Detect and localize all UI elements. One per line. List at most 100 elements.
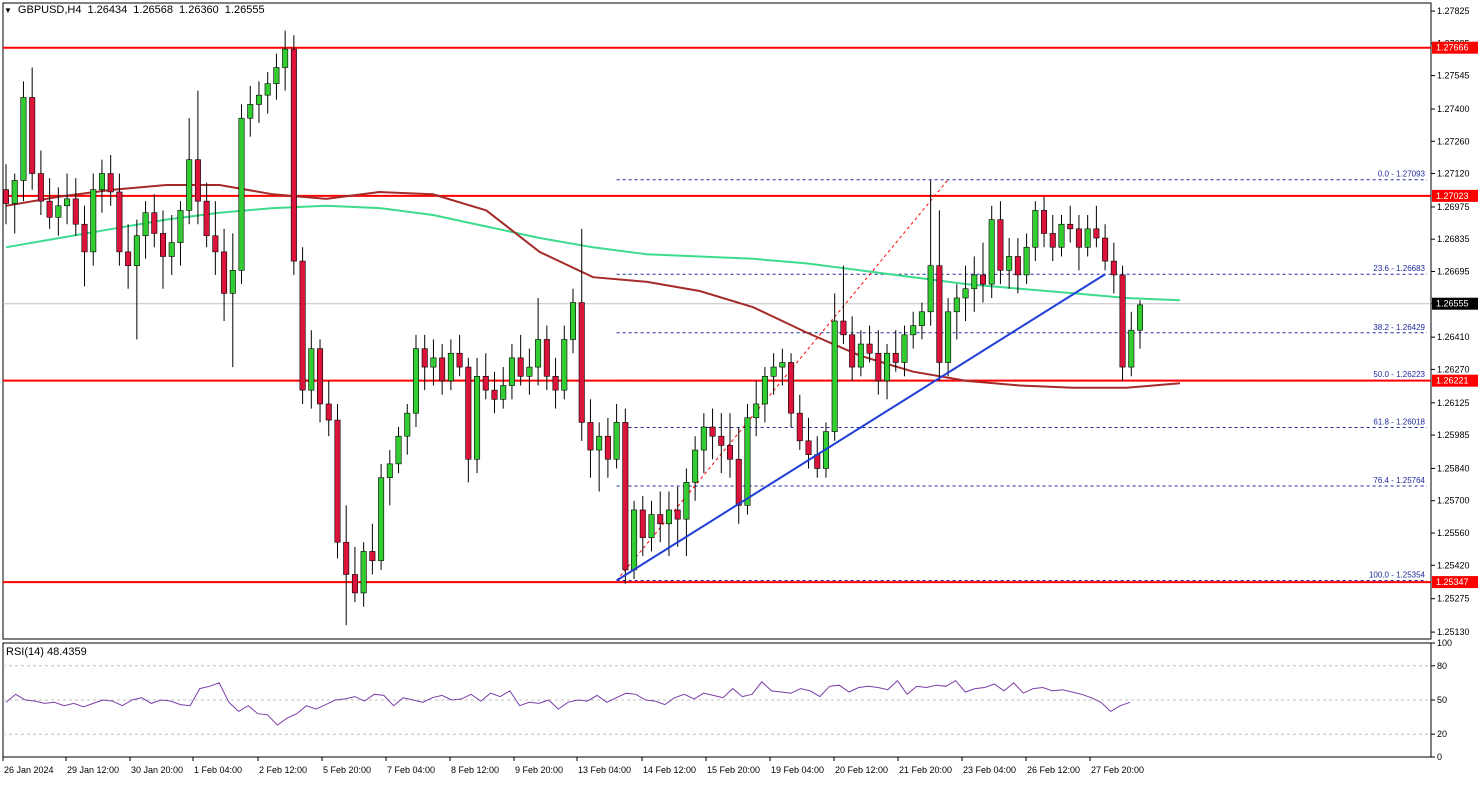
- candle-body: [465, 366, 472, 460]
- candle-body: [857, 343, 864, 368]
- candle-body: [535, 339, 542, 368]
- candle-body: [1136, 304, 1144, 331]
- candle-body: [718, 435, 725, 446]
- candle-body: [1102, 237, 1109, 262]
- candle-body: [456, 352, 463, 368]
- candle-body: [892, 352, 899, 363]
- candle-body: [1032, 210, 1039, 248]
- candle-body: [796, 412, 803, 442]
- candle-body: [665, 509, 672, 525]
- candle-body: [343, 541, 350, 575]
- candle-body: [29, 97, 36, 174]
- candle-body: [945, 311, 952, 363]
- candle-body: [395, 435, 402, 465]
- time-axis-label: 27 Feb 20:00: [1091, 765, 1144, 775]
- candle-body: [308, 348, 315, 391]
- candle-body: [683, 482, 690, 520]
- candle-body: [631, 509, 638, 571]
- price-axis-label: 1.27400: [1437, 104, 1470, 114]
- candle-body: [596, 435, 603, 451]
- candle-body: [369, 551, 376, 561]
- candle-body: [1023, 246, 1030, 276]
- candle-body: [613, 422, 620, 460]
- horizontal-level-tag: [1432, 576, 1478, 589]
- fib-level-label: 76.4 - 1.25764: [1373, 476, 1425, 485]
- time-axis-label: 19 Feb 04:00: [771, 765, 824, 775]
- candle-body: [186, 159, 193, 211]
- candle-body: [988, 219, 995, 285]
- candle-body: [290, 48, 297, 262]
- candle-body: [55, 205, 62, 218]
- price-axis-label: 1.25840: [1437, 463, 1470, 473]
- candle-body: [875, 352, 882, 382]
- candle-body: [264, 83, 271, 96]
- price-panel-frame: [2, 2, 1432, 640]
- collapse-caret-icon[interactable]: ▼: [4, 5, 12, 15]
- candle-body: [770, 366, 777, 377]
- open-value: 1.26434: [87, 4, 128, 16]
- candle-body: [1006, 256, 1013, 271]
- candle-body: [2, 189, 10, 204]
- candle-body: [831, 320, 838, 432]
- candle-body: [1067, 223, 1074, 230]
- time-axis-label: 14 Feb 12:00: [643, 765, 696, 775]
- candle-body: [840, 320, 847, 336]
- candle-body: [700, 426, 707, 451]
- horizontal-level-label: 1.27666: [1436, 43, 1469, 53]
- candle-body: [526, 366, 533, 377]
- horizontal-level-tag: [1432, 189, 1478, 202]
- candle-body: [727, 445, 734, 460]
- candle-body: [508, 357, 515, 386]
- time-axis-label: 20 Feb 12:00: [835, 765, 888, 775]
- price-axis-label: 1.26410: [1437, 332, 1470, 342]
- moving-average-fast: [5, 204, 1181, 302]
- candle-body: [910, 325, 917, 336]
- candle-body: [194, 159, 201, 202]
- candle-body: [273, 67, 280, 84]
- candle-body: [229, 270, 236, 294]
- time-axis-label: 7 Feb 04:00: [387, 765, 435, 775]
- current-price-label: 1.26555: [1436, 299, 1469, 309]
- candle-body: [918, 311, 925, 326]
- candle-body: [1119, 274, 1126, 368]
- candle-body: [125, 251, 132, 266]
- candle-body: [744, 417, 751, 506]
- candle-body: [133, 235, 140, 266]
- candle-body: [622, 422, 629, 571]
- price-axis-label: 1.26125: [1437, 398, 1470, 408]
- candle-body: [1075, 228, 1082, 248]
- chart-header: ▼ GBPUSD,H4 1.26434 1.26568 1.26360 1.26…: [4, 4, 265, 16]
- time-axis-label: 15 Feb 20:00: [707, 765, 760, 775]
- candle-body: [46, 200, 53, 218]
- candle-body: [351, 574, 358, 594]
- rsi-axis-label: 100: [1437, 638, 1452, 648]
- candle-body: [247, 104, 254, 119]
- candle-body: [561, 339, 568, 391]
- time-axis-label: 26 Jan 2024: [4, 765, 54, 775]
- candle-body: [1093, 228, 1100, 239]
- candle-body: [552, 376, 559, 391]
- candle-body: [421, 348, 428, 368]
- candle-body: [325, 403, 332, 421]
- candle-body: [788, 362, 795, 414]
- candle-body: [587, 422, 594, 451]
- moving-average-slow: [5, 184, 1181, 389]
- rsi-name: RSI(14): [6, 646, 44, 658]
- fib-level-label: 0.0 - 1.27093: [1378, 170, 1426, 179]
- horizontal-level-tag: [1432, 374, 1478, 387]
- time-axis-label: 8 Feb 12:00: [451, 765, 499, 775]
- price-axis-label: 1.26835: [1437, 234, 1470, 244]
- candle-body: [648, 514, 655, 538]
- candle-body: [168, 242, 175, 257]
- candle-body: [971, 274, 978, 290]
- rsi-value: 48.4359: [46, 646, 87, 658]
- candle-body: [474, 376, 481, 460]
- candle-body: [543, 339, 550, 377]
- price-axis-label: 1.25275: [1437, 594, 1470, 604]
- candle-body: [884, 352, 891, 382]
- candle-body: [639, 509, 646, 538]
- candle-body: [997, 219, 1004, 271]
- fib-level-label: 100.0 - 1.25354: [1369, 570, 1426, 579]
- time-axis-label: 13 Feb 04:00: [578, 765, 631, 775]
